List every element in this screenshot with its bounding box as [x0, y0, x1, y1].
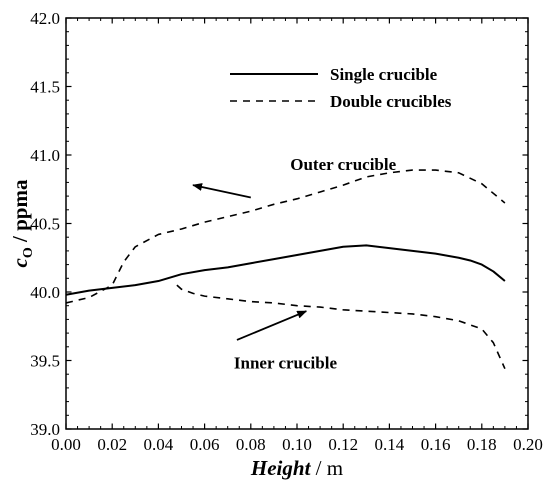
- double-crucibles-outer-line: [65, 169, 506, 304]
- series-layer: [65, 169, 506, 370]
- x-tick-label: 0.04: [144, 435, 174, 454]
- y-tick-label: 42.0: [30, 9, 60, 28]
- annotation-label: Outer crucible: [290, 155, 396, 174]
- y-axis-label-unit: / ppma: [8, 179, 32, 247]
- x-axis-label: Height / m: [250, 456, 343, 480]
- y-tick-label: 40.0: [30, 283, 60, 302]
- x-tick-label: 0.14: [375, 435, 405, 454]
- ticks-layer: 0.00 0.02 0.04 0.06 0.08 0.10 0.12 0.14 0.16 0.18…: [30, 9, 543, 454]
- y-tick-label: 40.5: [30, 215, 60, 234]
- x-tick-label: 0.18: [467, 435, 497, 454]
- x-axis-label-unit: / m: [310, 456, 343, 480]
- x-tick-label: 0.16: [421, 435, 451, 454]
- y-tick-label: 39.0: [30, 420, 60, 439]
- y-axis-label: cO / ppma: [8, 179, 36, 267]
- y-tick-label: 41.5: [30, 78, 60, 97]
- legend: Single crucible Double crucibles: [230, 65, 452, 111]
- x-tick-label: 0.02: [97, 435, 127, 454]
- x-tick-label: 0.12: [328, 435, 358, 454]
- x-axis-label-main: Height: [250, 456, 312, 480]
- y-tick-label: 41.0: [30, 146, 60, 165]
- x-tick-label: 0.20: [513, 435, 543, 454]
- annotations-layer: Outer crucible Inner crucible: [192, 155, 397, 373]
- y-axis-label-main: c: [8, 257, 32, 267]
- x-tick-label: 0.08: [236, 435, 266, 454]
- annotation-arrow: [236, 310, 308, 341]
- y-tick-label: 39.5: [30, 352, 60, 371]
- plot-area-frame: [65, 17, 529, 430]
- x-tick-label: 0.06: [190, 435, 220, 454]
- legend-label-double-crucibles: Double crucibles: [330, 92, 452, 111]
- annotation-arrow: [192, 183, 251, 199]
- y-axis-label-subscript: O: [21, 247, 36, 258]
- x-tick-label: 0.10: [282, 435, 312, 454]
- double-crucibles-inner-line: [176, 284, 506, 370]
- annotation-label: Inner crucible: [234, 354, 338, 373]
- x-tick-label: 0.00: [51, 435, 81, 454]
- legend-label-single-crucible: Single crucible: [330, 65, 438, 84]
- single-crucible-line: [65, 244, 506, 296]
